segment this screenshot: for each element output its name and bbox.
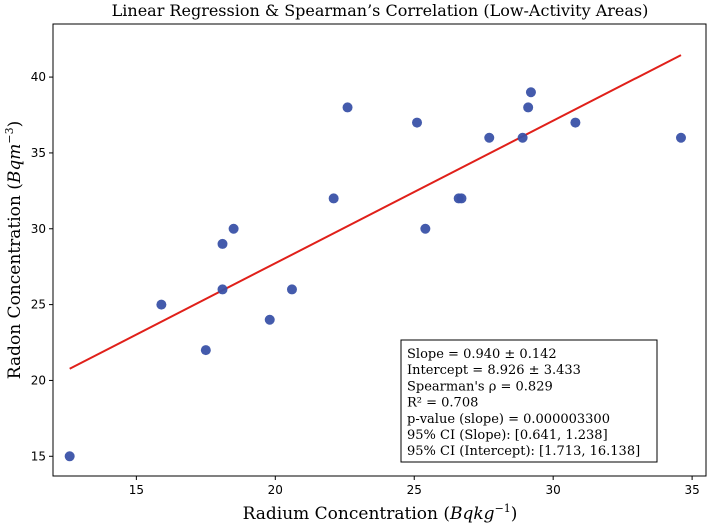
stats-line: Slope = 0.940 ± 0.142 (407, 347, 557, 362)
data-point (484, 132, 495, 143)
y-tick-label: 40 (31, 70, 46, 84)
y-tick-label: 20 (31, 373, 46, 387)
x-axis-label-paren-close: ) (511, 504, 518, 523)
data-point (525, 87, 536, 98)
x-axis-ticks: 15 20 25 30 35 (129, 476, 700, 497)
data-point (420, 223, 431, 234)
y-axis-label-exponent: −3 (3, 127, 16, 143)
y-tick-label: 15 (31, 449, 46, 463)
x-axis-label-exponent: −1 (495, 502, 511, 515)
y-tick-label: 35 (31, 146, 46, 160)
data-point (228, 223, 239, 234)
stats-line: 95% CI (Slope): [0.641, 1.238] (407, 428, 608, 443)
chart-title: Linear Regression & Spearman’s Correlati… (112, 1, 649, 20)
data-point (456, 193, 467, 204)
data-point (570, 117, 581, 128)
x-tick-label: 35 (684, 483, 699, 497)
stats-box-frame (400, 339, 658, 463)
y-axis-label-paren-close: ) (5, 121, 25, 128)
data-point (412, 117, 423, 128)
stats-line: Intercept = 8.926 ± 3.433 (407, 363, 581, 378)
regression-line (69, 54, 682, 370)
data-point (217, 238, 228, 249)
x-tick-label: 25 (407, 483, 422, 497)
data-point (264, 314, 275, 325)
x-axis-label-text: Radium Concentration (243, 504, 438, 523)
y-axis-label: Radon Concentration (Bqm−3) (3, 121, 25, 379)
plot-frame (52, 23, 707, 477)
stats-line: Spearman's ρ = 0.829 (407, 379, 553, 394)
data-point (217, 284, 228, 295)
x-tick-label: 20 (268, 483, 283, 497)
stats-line: 95% CI (Intercept): [1.713, 16.138] (407, 444, 640, 459)
data-point (156, 299, 167, 310)
y-tick-label: 25 (31, 298, 46, 312)
stats-line: p-value (slope) = 0.000003300 (407, 412, 610, 427)
data-point (517, 132, 528, 143)
data-point (64, 451, 75, 462)
y-axis-ticks: 15 20 25 30 35 40 (31, 70, 53, 463)
x-tick-label: 30 (546, 483, 561, 497)
data-point (328, 193, 339, 204)
x-axis-label: Radium Concentration (Bqkg−1) (243, 502, 518, 523)
data-point (286, 284, 297, 295)
x-axis-label-paren-open: ( (443, 504, 450, 523)
y-axis-label-paren-open: ( (5, 183, 25, 190)
data-points (64, 87, 686, 462)
x-tick-label: 15 (129, 483, 144, 497)
y-tick-label: 30 (31, 222, 46, 236)
stats-line: R² = 0.708 (407, 396, 478, 411)
data-point (675, 132, 686, 143)
data-point (342, 102, 353, 113)
y-axis-label-unit: Bqm (5, 144, 25, 185)
data-point (523, 102, 534, 113)
y-axis-label-text: Radon Concentration (5, 195, 25, 379)
x-axis-label-unit: Bqkg (449, 504, 495, 523)
data-point (200, 345, 211, 356)
